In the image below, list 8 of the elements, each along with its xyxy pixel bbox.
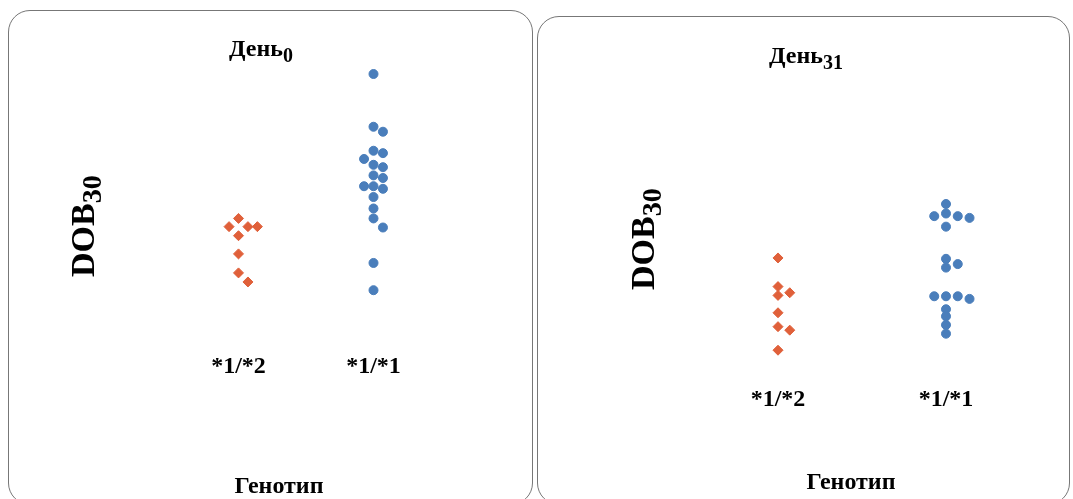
x-tick-label: *1/*2 (750, 384, 806, 411)
x-tick-label: *1/*1 (346, 351, 401, 378)
chart-title: День$_{0}$ (229, 35, 293, 67)
x-tick-label: *1/*2 (211, 351, 266, 378)
x-axis-title: Генотип (234, 471, 324, 499)
x-tick-label: *1/*1 (918, 384, 974, 411)
chart-title: День$_{31}$ (769, 42, 843, 74)
x-axis-title: Генотип (806, 467, 896, 495)
